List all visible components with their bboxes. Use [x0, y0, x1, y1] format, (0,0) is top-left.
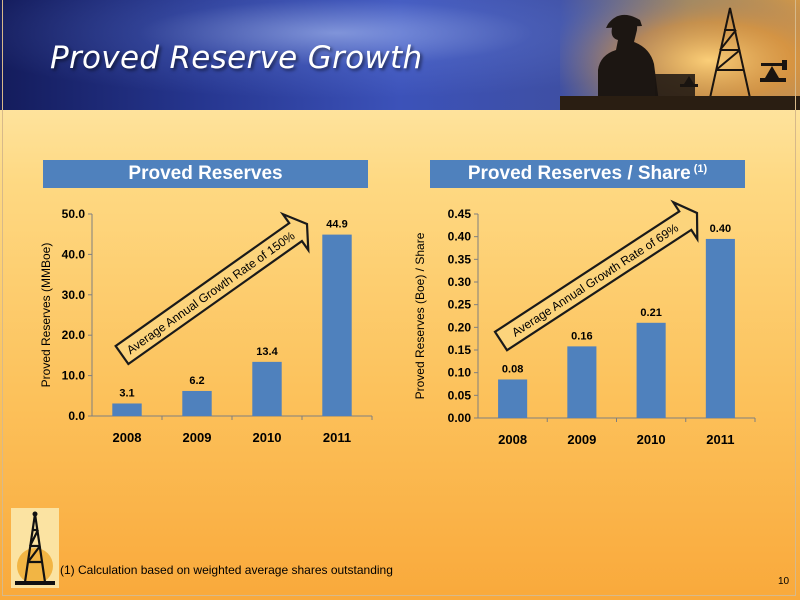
- data-label-2008: 0.08: [502, 363, 523, 375]
- bar-2010: [636, 322, 666, 418]
- data-label-2008: 3.1: [119, 387, 134, 399]
- x-tick-label-2008: 2008: [113, 430, 142, 445]
- bar-2010: [252, 361, 282, 416]
- y-tick-label: 40.0: [62, 247, 86, 261]
- data-label-2011: 0.40: [710, 223, 731, 235]
- proved-reserves-header: Proved Reserves: [43, 160, 368, 188]
- data-label-2009: 6.2: [189, 375, 204, 387]
- bar-2011: [322, 234, 352, 416]
- growth-arrow: Average Annual Growth Rate of 69%: [493, 199, 699, 352]
- y-tick-label: 50.0: [62, 207, 86, 221]
- data-label-2010: 0.21: [640, 307, 661, 319]
- y-tick-label: 0.10: [448, 366, 472, 380]
- x-tick-label-2010: 2010: [637, 432, 666, 447]
- data-label-2011: 44.9: [326, 219, 347, 231]
- proved-reserves-header-label: Proved Reserves: [128, 163, 283, 184]
- y-tick-label: 0.30: [448, 275, 472, 289]
- y-tick-label: 0.0: [68, 409, 85, 423]
- footnote-marker: (1): [693, 163, 708, 175]
- growth-arrow-shape: [493, 199, 699, 352]
- y-tick-label: 0.35: [448, 252, 472, 266]
- x-tick-label-2011: 2011: [323, 430, 351, 445]
- slide-title: Proved Reserve Growth: [50, 40, 423, 76]
- y-tick-label: 0.15: [448, 343, 472, 357]
- bar-2008: [498, 379, 528, 418]
- y-tick-label: 0.45: [448, 207, 472, 221]
- y-tick-label: 30.0: [62, 288, 86, 302]
- reserves-per-share-header: Proved Reserves / Share (1): [430, 160, 745, 188]
- x-tick-label-2009: 2009: [183, 430, 212, 445]
- bar-2011: [705, 238, 735, 418]
- x-tick-label-2010: 2010: [253, 430, 282, 445]
- x-tick-label-2011: 2011: [706, 432, 734, 447]
- data-label-2009: 0.16: [571, 330, 592, 342]
- data-label-2010: 13.4: [256, 346, 278, 358]
- y-axis-label: Proved Reserves (Boe) / Share: [413, 232, 427, 399]
- reserves-per-share-header-label: Proved Reserves / Share: [467, 163, 691, 184]
- page-number: 10: [778, 576, 790, 587]
- y-tick-label: 0.00: [448, 411, 472, 425]
- y-tick-label: 0.05: [448, 388, 472, 402]
- growth-arrow-shape: [114, 211, 310, 366]
- x-tick-label-2009: 2009: [567, 432, 596, 447]
- x-tick-label-2008: 2008: [498, 432, 527, 447]
- growth-rate-annotation: Average Annual Growth Rate of 69%: [509, 221, 681, 340]
- company-logo: [11, 508, 59, 588]
- y-tick-label: 0.20: [448, 320, 472, 334]
- title-banner: Proved Reserve Growth: [0, 0, 800, 110]
- y-tick-label: 0.40: [448, 230, 472, 244]
- y-tick-label: 20.0: [62, 328, 86, 342]
- footnote: (1) Calculation based on weighted averag…: [60, 563, 393, 577]
- bar-2008: [112, 403, 142, 416]
- y-axis-label: Proved Reserves (MMBoe): [39, 243, 53, 388]
- y-tick-label: 0.25: [448, 298, 472, 312]
- y-tick-label: 10.0: [62, 369, 86, 383]
- bar-2009: [182, 390, 212, 416]
- bar-2009: [567, 346, 597, 418]
- oilfield-silhouette-image: [560, 0, 800, 110]
